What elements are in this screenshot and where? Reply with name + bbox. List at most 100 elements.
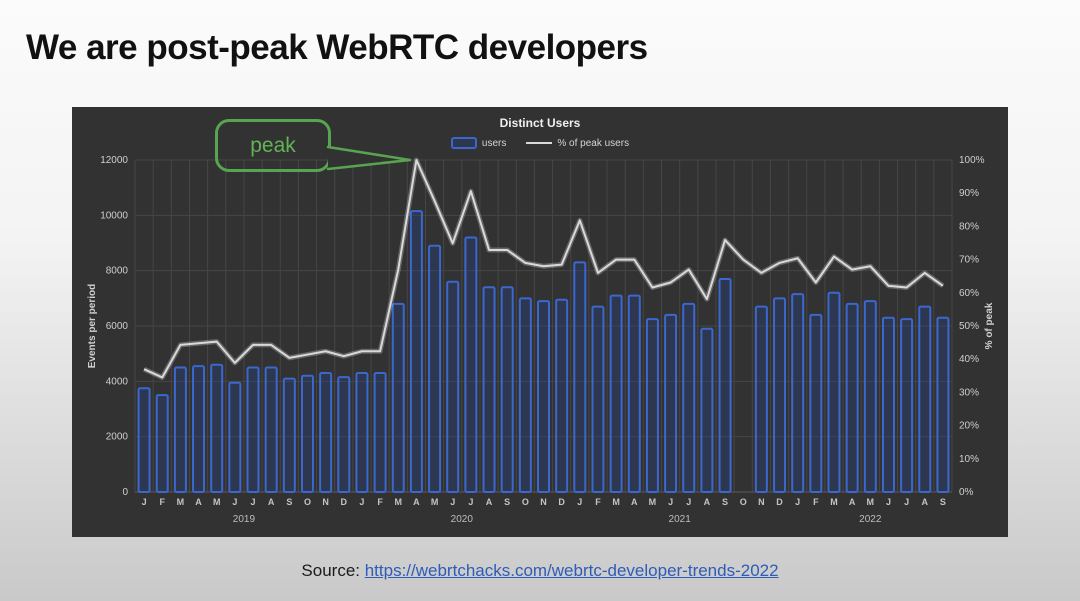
svg-text:A: A	[704, 497, 711, 507]
svg-text:Events per period: Events per period	[87, 284, 98, 368]
bar	[773, 297, 787, 493]
svg-text:20%: 20%	[959, 421, 979, 432]
bar	[918, 305, 932, 493]
svg-text:A: A	[268, 497, 275, 507]
bar	[155, 394, 169, 493]
svg-text:A: A	[195, 497, 202, 507]
svg-text:M: M	[612, 497, 620, 507]
svg-text:N: N	[540, 497, 547, 507]
svg-text:10000: 10000	[100, 210, 128, 221]
svg-text:J: J	[232, 497, 237, 507]
bar	[500, 286, 514, 493]
bar	[464, 236, 478, 493]
bar	[518, 297, 532, 493]
bar	[537, 300, 550, 493]
bar	[355, 372, 369, 493]
bar	[609, 294, 623, 493]
legend-item-users: users	[450, 137, 506, 149]
svg-text:N: N	[322, 497, 329, 507]
svg-text:J: J	[359, 497, 364, 507]
peak-callout-arrow-icon	[326, 145, 412, 171]
bar	[627, 294, 641, 493]
bar	[881, 316, 895, 493]
bar	[282, 377, 296, 494]
chart-title: Distinct Users	[499, 116, 581, 130]
line-swatch-icon	[526, 142, 553, 144]
svg-text:8000: 8000	[106, 266, 129, 277]
svg-text:M: M	[867, 497, 875, 507]
bar	[645, 318, 659, 493]
x-axis-year-labels: 2019 2020 2021 2022	[233, 514, 882, 525]
svg-text:F: F	[595, 497, 601, 507]
svg-text:A: A	[413, 497, 420, 507]
bar	[682, 302, 696, 493]
svg-text:A: A	[486, 497, 493, 507]
svg-text:N: N	[758, 497, 765, 507]
bar	[700, 327, 714, 493]
bar	[409, 210, 423, 494]
svg-text:6000: 6000	[106, 321, 129, 332]
bar	[391, 302, 405, 493]
svg-text:90%: 90%	[959, 188, 979, 199]
svg-text:M: M	[213, 497, 221, 507]
svg-text:J: J	[668, 497, 673, 507]
svg-text:100%: 100%	[959, 155, 985, 166]
svg-text:2000: 2000	[106, 432, 129, 443]
svg-text:40%: 40%	[959, 354, 979, 365]
bar	[555, 298, 569, 493]
svg-text:50%: 50%	[959, 321, 979, 332]
chart-legend: users % of peak users	[72, 137, 1008, 149]
svg-text:12000: 12000	[100, 155, 128, 166]
svg-text:M: M	[177, 497, 185, 507]
svg-text:F: F	[159, 497, 165, 507]
bar	[192, 365, 206, 493]
svg-text:A: A	[631, 497, 638, 507]
bar	[228, 381, 242, 494]
bar	[264, 366, 278, 493]
svg-text:M: M	[395, 497, 403, 507]
svg-text:10%: 10%	[959, 454, 979, 465]
svg-text:M: M	[830, 497, 838, 507]
svg-text:J: J	[686, 497, 691, 507]
bar	[573, 261, 587, 493]
bar	[246, 366, 260, 493]
bar	[900, 318, 914, 493]
bar	[173, 366, 187, 493]
bar	[809, 313, 823, 493]
bar	[373, 372, 387, 493]
svg-text:D: D	[776, 497, 783, 507]
svg-text:J: J	[142, 497, 147, 507]
svg-text:30%: 30%	[959, 387, 979, 398]
source-link[interactable]: https://webrtchacks.com/webrtc-developer…	[364, 561, 779, 580]
bar	[319, 372, 333, 493]
bar	[591, 305, 605, 493]
svg-text:J: J	[886, 497, 891, 507]
svg-text:O: O	[304, 497, 311, 507]
svg-text:S: S	[722, 497, 728, 507]
bar	[845, 302, 859, 493]
svg-text:O: O	[740, 497, 747, 507]
svg-text:0%: 0%	[959, 487, 974, 498]
svg-text:2019: 2019	[233, 514, 256, 525]
bar	[300, 374, 314, 493]
pct-of-peak-line-series	[143, 157, 945, 380]
axis-titles: Events per period % of peak	[87, 284, 995, 368]
svg-text:J: J	[577, 497, 582, 507]
svg-text:A: A	[849, 497, 856, 507]
y-left-tick-labels: 0 2000 4000 6000 8000 10000 12000	[100, 155, 128, 498]
svg-text:J: J	[904, 497, 909, 507]
bar	[754, 305, 768, 493]
users-bar-series	[137, 210, 950, 494]
bar	[936, 316, 950, 493]
svg-text:2022: 2022	[859, 514, 882, 525]
bar	[482, 286, 496, 493]
bar	[718, 277, 732, 493]
svg-text:J: J	[468, 497, 473, 507]
svg-text:O: O	[522, 497, 529, 507]
svg-text:A: A	[922, 497, 929, 507]
svg-text:D: D	[558, 497, 565, 507]
svg-text:M: M	[649, 497, 657, 507]
svg-text:% of peak: % of peak	[984, 302, 995, 349]
svg-text:F: F	[377, 497, 383, 507]
